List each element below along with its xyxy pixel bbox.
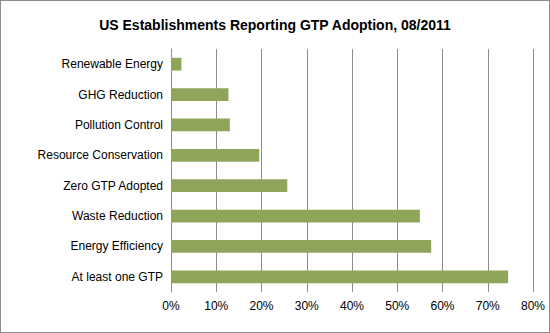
svg-text:0%: 0%	[162, 299, 180, 313]
svg-text:30%: 30%	[295, 299, 319, 313]
svg-text:Waste Reduction: Waste Reduction	[72, 209, 163, 223]
svg-text:At least one GTP: At least one GTP	[72, 270, 163, 284]
svg-text:US Establishments Reporting GT: US Establishments Reporting GTP Adoption…	[99, 17, 451, 33]
svg-text:Resource Conservation: Resource Conservation	[38, 148, 163, 162]
svg-text:60%: 60%	[430, 299, 454, 313]
svg-text:10%: 10%	[204, 299, 228, 313]
svg-text:GHG Reduction: GHG Reduction	[78, 88, 163, 102]
svg-text:Zero GTP Adopted: Zero GTP Adopted	[63, 179, 163, 193]
svg-text:70%: 70%	[476, 299, 500, 313]
svg-text:50%: 50%	[385, 299, 409, 313]
svg-text:Pollution Control: Pollution Control	[75, 118, 163, 132]
svg-text:Energy Efficiency: Energy Efficiency	[71, 239, 164, 253]
svg-text:40%: 40%	[340, 299, 364, 313]
svg-text:20%: 20%	[249, 299, 273, 313]
svg-text:Renewable Energy: Renewable Energy	[62, 57, 163, 71]
svg-text:80%: 80%	[521, 299, 545, 313]
